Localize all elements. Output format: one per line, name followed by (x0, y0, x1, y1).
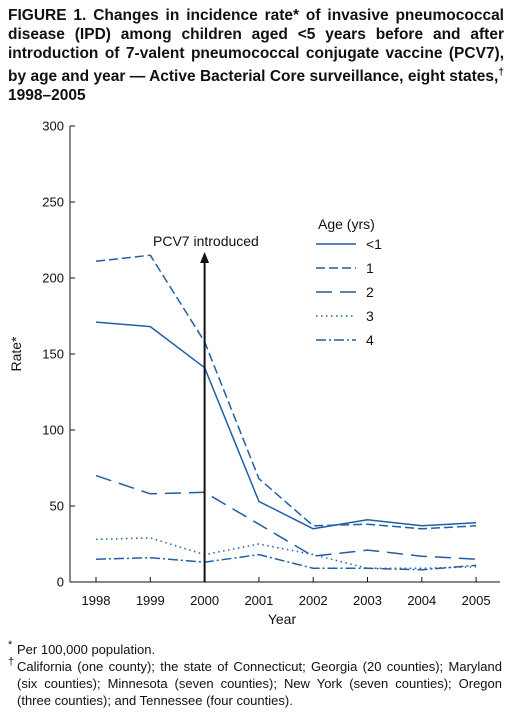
annotation-label: PCV7 introduced (153, 233, 259, 249)
x-tick-label-2004: 2004 (407, 593, 436, 608)
y-tick-label-300: 300 (42, 119, 64, 134)
figure-title: FIGURE 1. Changes in incidence rate* of … (8, 6, 504, 105)
x-tick-label-2003: 2003 (353, 593, 382, 608)
x-tick-label-2000: 2000 (190, 593, 219, 608)
y-axis-title: Rate* (8, 336, 24, 372)
x-tick-label-1998: 1998 (82, 593, 111, 608)
figure-title-years: 1998–2005 (8, 87, 86, 105)
chart-series-layer (95, 254, 477, 571)
footnote-1: * Per 100,000 population. (8, 639, 502, 658)
x-tick-label-1999: 1999 (136, 593, 165, 608)
x-tick-label-2001: 2001 (244, 593, 273, 608)
footnote-1-mark: * (8, 639, 13, 651)
series-line-5 (95, 553, 477, 571)
y-tick-label-150: 150 (42, 347, 64, 362)
line-chart: 0 50 100 150 200 250 300 1998 1999 2000 2001 2002 20… (8, 119, 500, 627)
chart-legend: Age (yrs) <1 1 2 3 4 (316, 216, 382, 348)
footnote-2-mark: † (8, 656, 15, 668)
series-line-2 (95, 254, 477, 530)
annotation-arrow-head (200, 252, 210, 263)
chart-annotation-layer: PCV7 introduced (153, 233, 259, 582)
y-tick-label-50: 50 (50, 499, 64, 514)
footnote-2-text: California (one county); the state of Co… (17, 659, 502, 708)
legend-label-5: 4 (366, 332, 374, 348)
x-tick-label-2005: 2005 (462, 593, 491, 608)
legend-label-3: 2 (366, 284, 374, 300)
series-line-1 (95, 321, 477, 530)
y-tick-label-0: 0 (57, 575, 64, 590)
x-tick-label-2002: 2002 (299, 593, 328, 608)
series-line-4 (95, 537, 477, 570)
footnotes: * Per 100,000 population. † California (on… (8, 639, 502, 709)
legend-label-4: 3 (366, 308, 374, 324)
legend-title: Age (yrs) (318, 216, 375, 232)
legend-label-2: 1 (366, 260, 374, 276)
chart-axes: 0 50 100 150 200 250 300 1998 1999 2000 2001 2002 20… (8, 119, 500, 627)
y-tick-label-200: 200 (42, 271, 64, 286)
figure-title-text: FIGURE 1. Changes in incidence rate* of … (8, 7, 504, 86)
legend-label-1: <1 (366, 236, 382, 252)
footnote-2: † California (one county); the state of C… (8, 656, 502, 709)
figure-title-dagger: † (498, 67, 504, 78)
x-axis-title: Year (268, 611, 297, 627)
series-line-3 (95, 474, 477, 560)
y-tick-label-250: 250 (42, 195, 64, 210)
y-tick-label-100: 100 (42, 423, 64, 438)
footnote-1-text: Per 100,000 population. (17, 642, 156, 657)
